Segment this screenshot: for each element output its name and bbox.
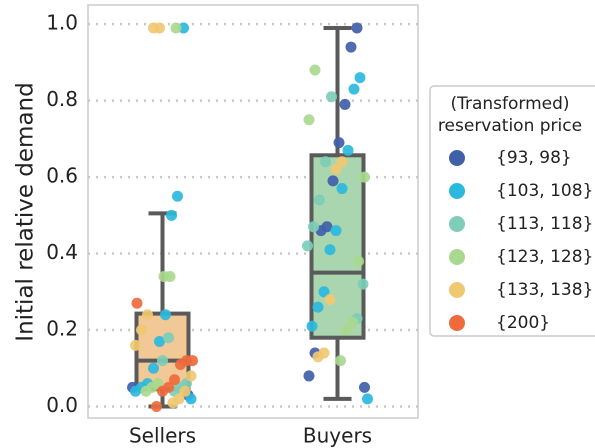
strip-point [142, 309, 153, 321]
strip-point [318, 286, 330, 298]
strip-point [154, 336, 165, 348]
strip-point [330, 163, 342, 175]
strip-point [324, 293, 336, 305]
strip-point [303, 370, 315, 382]
strip-point [357, 278, 369, 290]
strip-point [354, 72, 366, 84]
strip-point [333, 137, 345, 149]
x-tick-label: Sellers [129, 424, 196, 448]
strip-point [306, 320, 318, 332]
y-tick-label: 0.0 [46, 393, 78, 417]
legend-label: {103, 108} [496, 181, 593, 201]
strip-point [359, 171, 370, 183]
strip-point [351, 22, 363, 34]
strip-point [130, 385, 141, 397]
y-tick-label: 0.4 [46, 240, 78, 264]
legend-marker [449, 282, 465, 298]
strip-point [185, 393, 197, 405]
strip-point [341, 324, 352, 336]
legend-frame [429, 85, 595, 337]
strip-point [312, 351, 324, 363]
legend-label: {200} [496, 313, 550, 333]
strip-point [339, 98, 351, 110]
legend-label: {113, 118} [496, 214, 593, 234]
strip-point [131, 297, 143, 309]
strip-point [166, 209, 177, 221]
y-tick-label: 0.2 [46, 317, 78, 341]
legend-label: {123, 128} [496, 247, 593, 267]
legend-marker [449, 249, 465, 265]
strip-point [303, 114, 315, 126]
strip-point [167, 397, 179, 409]
strip-point [320, 156, 331, 168]
strip-point [347, 316, 358, 328]
strip-point [353, 255, 364, 267]
strip-point [324, 244, 336, 256]
strip-point [175, 358, 186, 370]
y-tick-label: 0.6 [46, 164, 78, 188]
strip-point [327, 175, 339, 187]
plot-frame [87, 4, 419, 419]
strip-point [185, 370, 197, 382]
strip-point [151, 401, 162, 413]
strip-point [179, 385, 191, 397]
strip-point [335, 355, 346, 367]
strip-point [314, 194, 325, 206]
strip-point [140, 385, 152, 397]
x-tick-label: Buyers [303, 424, 372, 448]
strip-point [148, 22, 159, 34]
strip-point [342, 144, 354, 156]
strip-point [172, 190, 183, 202]
strip-point [169, 374, 180, 386]
strip-point [170, 22, 182, 34]
strip-point [326, 91, 337, 103]
strip-point [309, 64, 321, 76]
strip-point [312, 301, 324, 313]
strip-point [302, 240, 313, 252]
strip-point [157, 355, 168, 367]
legend-label: {133, 138} [496, 280, 593, 300]
y-tick-label: 0.8 [46, 87, 78, 111]
strip-point [336, 183, 348, 195]
strip-point [130, 339, 141, 351]
legend-title: reservation price [438, 116, 582, 136]
strip-point [330, 225, 342, 237]
legend-label: {93, 98} [496, 148, 572, 168]
strip-point [348, 83, 360, 95]
box [134, 311, 191, 392]
strip-point [359, 381, 370, 393]
strip-point [163, 332, 174, 344]
strip-point [158, 271, 170, 283]
strip-point [157, 385, 168, 397]
legend-marker [449, 216, 465, 232]
strip-point [362, 393, 373, 405]
legend-marker [449, 315, 465, 331]
y-tick-label: 1.0 [46, 11, 78, 35]
strip-point [308, 221, 319, 233]
strip-point [148, 362, 159, 374]
strip-point [336, 156, 348, 168]
y-axis-label: Initial relative demand [13, 82, 39, 341]
legend-marker [449, 150, 465, 166]
legend-marker [449, 183, 465, 199]
strip-point [136, 324, 147, 336]
strip-point [160, 309, 171, 321]
legend-title: (Transformed) [450, 94, 569, 114]
strip-point [345, 41, 357, 53]
